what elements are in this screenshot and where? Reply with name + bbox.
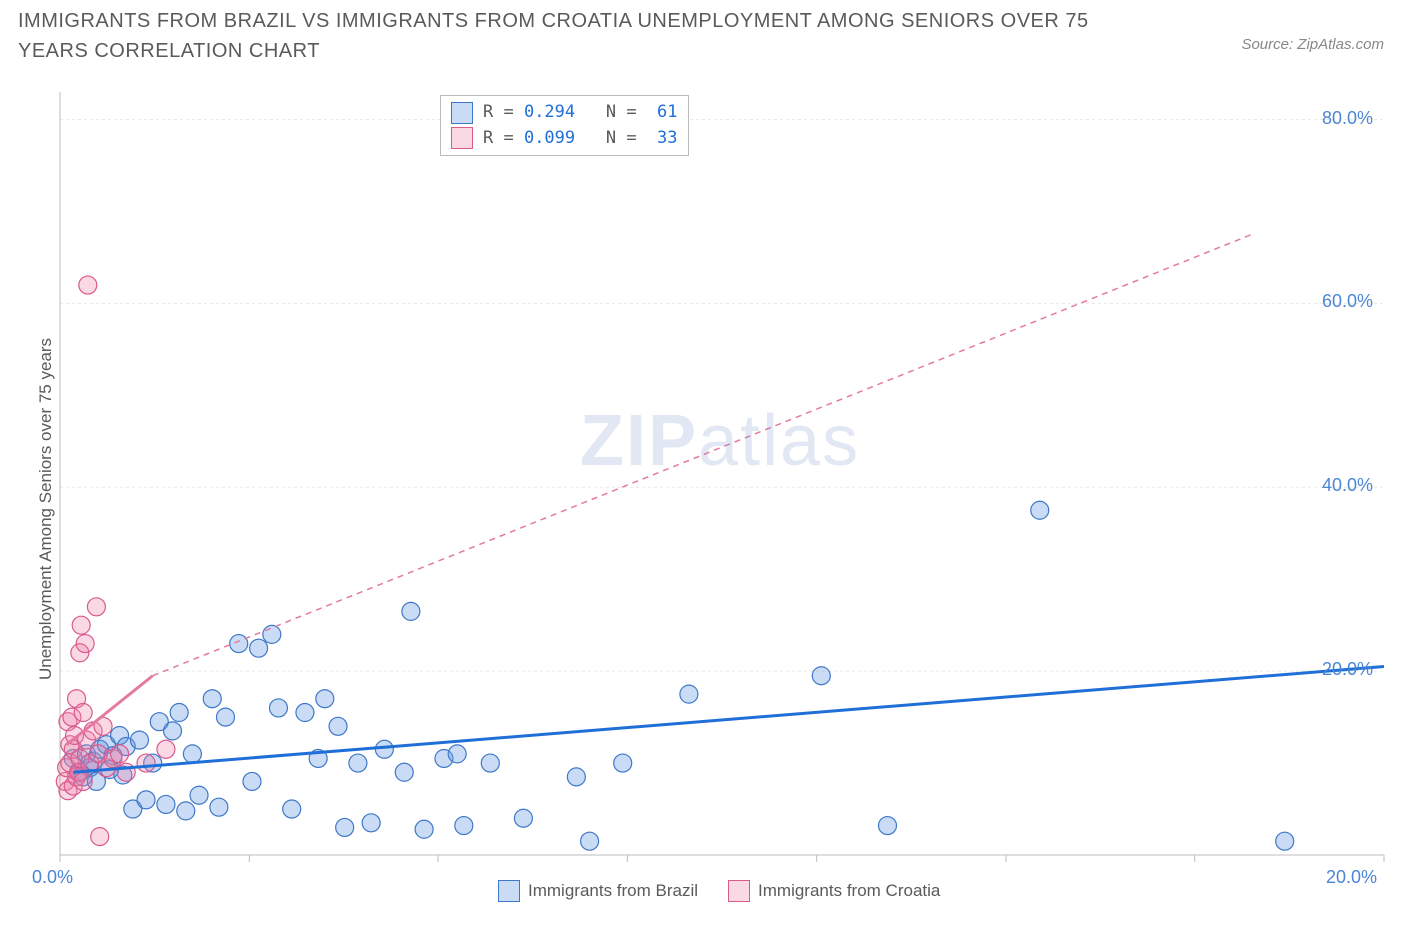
legend-swatch bbox=[451, 127, 473, 149]
x-tick-label: 20.0% bbox=[1326, 867, 1377, 888]
series-legend-label: Immigrants from Croatia bbox=[758, 881, 940, 901]
legend-swatch bbox=[451, 102, 473, 124]
legend-swatch bbox=[498, 880, 520, 902]
y-axis-label: Unemployment Among Seniors over 75 years bbox=[36, 338, 56, 680]
y-tick-label: 40.0% bbox=[1322, 475, 1373, 496]
series-legend-item: Immigrants from Brazil bbox=[498, 880, 698, 902]
stats-legend-row: R = 0.099 N = 33 bbox=[451, 126, 678, 152]
y-tick-label: 80.0% bbox=[1322, 108, 1373, 129]
stats-legend-row: R = 0.294 N = 61 bbox=[451, 100, 678, 126]
series-legend-label: Immigrants from Brazil bbox=[528, 881, 698, 901]
legend-swatch bbox=[728, 880, 750, 902]
correlation-stats-legend: R = 0.294 N = 61R = 0.099 N = 33 bbox=[440, 95, 689, 156]
legend-stats-text: R = 0.294 N = 61 bbox=[483, 100, 678, 126]
correlation-scatter-plot bbox=[0, 0, 1406, 930]
y-tick-label: 20.0% bbox=[1322, 659, 1373, 680]
y-tick-label: 60.0% bbox=[1322, 291, 1373, 312]
legend-stats-text: R = 0.099 N = 33 bbox=[483, 126, 678, 152]
series-legend-item: Immigrants from Croatia bbox=[728, 880, 940, 902]
x-tick-label: 0.0% bbox=[32, 867, 73, 888]
series-legend: Immigrants from Brazil Immigrants from Cr… bbox=[498, 880, 940, 902]
